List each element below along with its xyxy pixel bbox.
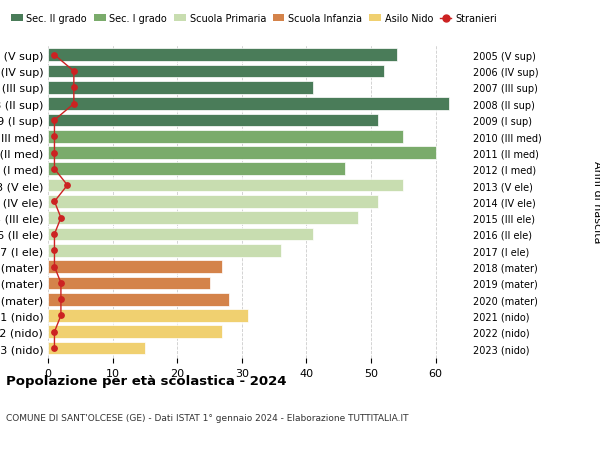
Bar	[48, 147, 436, 160]
Bar	[48, 326, 223, 338]
Point	[56, 214, 66, 222]
Bar	[48, 309, 248, 322]
Point	[50, 231, 59, 238]
Bar	[48, 131, 403, 143]
Bar	[48, 212, 358, 224]
Bar	[48, 98, 449, 111]
Bar	[48, 196, 377, 208]
Text: COMUNE DI SANT'OLCESE (GE) - Dati ISTAT 1° gennaio 2024 - Elaborazione TUTTITALI: COMUNE DI SANT'OLCESE (GE) - Dati ISTAT …	[6, 413, 409, 422]
Bar	[48, 114, 377, 127]
Bar	[48, 277, 209, 290]
Bar	[48, 228, 313, 241]
Point	[56, 280, 66, 287]
Point	[50, 150, 59, 157]
Point	[50, 166, 59, 173]
Point	[50, 263, 59, 271]
Bar	[48, 49, 397, 62]
Legend: Sec. II grado, Sec. I grado, Scuola Primaria, Scuola Infanzia, Asilo Nido, Stran: Sec. II grado, Sec. I grado, Scuola Prim…	[11, 14, 497, 24]
Bar	[48, 66, 384, 78]
Point	[69, 101, 79, 108]
Point	[69, 68, 79, 76]
Point	[69, 84, 79, 92]
Point	[56, 296, 66, 303]
Bar	[48, 179, 403, 192]
Text: Anni di nascita: Anni di nascita	[592, 161, 600, 243]
Bar	[48, 82, 313, 95]
Bar	[48, 261, 223, 273]
Point	[50, 345, 59, 352]
Point	[50, 52, 59, 59]
Point	[50, 198, 59, 206]
Text: Popolazione per età scolastica - 2024: Popolazione per età scolastica - 2024	[6, 374, 287, 387]
Point	[50, 117, 59, 124]
Point	[56, 312, 66, 319]
Bar	[48, 244, 281, 257]
Point	[50, 247, 59, 254]
Point	[50, 328, 59, 336]
Bar	[48, 293, 229, 306]
Bar	[48, 163, 345, 176]
Point	[50, 133, 59, 140]
Point	[62, 182, 72, 190]
Bar	[48, 342, 145, 355]
